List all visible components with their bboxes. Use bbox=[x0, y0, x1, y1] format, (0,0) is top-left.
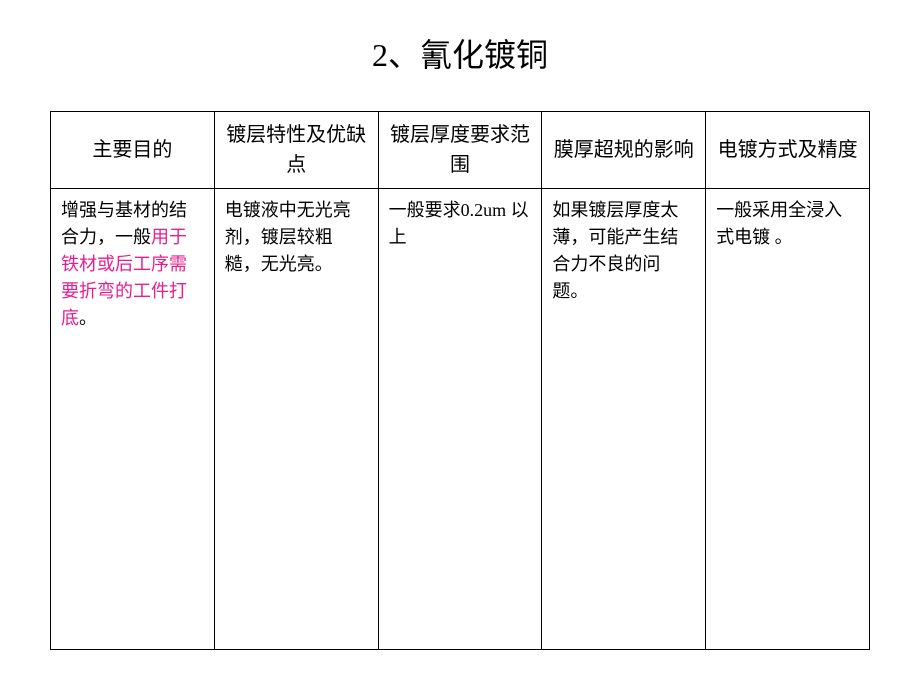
cell-0-4-text: 一般采用全浸入式电镀 。 bbox=[716, 200, 842, 247]
table-header-row: 主要目的 镀层特性及优缺点 镀层厚度要求范围 膜厚超规的影响 电镀方式及精度 bbox=[51, 112, 870, 189]
cell-0-1-text: 电镀液中无光亮剂，镀层较粗糙，无光亮。 bbox=[225, 200, 351, 274]
cell-0-0-part3: 。 bbox=[79, 308, 97, 328]
slide-container: 2、氰化镀铜 主要目的 镀层特性及优缺点 镀层厚度要求范围 膜厚超规的影响 电镀… bbox=[0, 0, 920, 690]
header-col-4: 电镀方式及精度 bbox=[706, 112, 870, 189]
header-col-3: 膜厚超规的影响 bbox=[542, 112, 706, 189]
content-table: 主要目的 镀层特性及优缺点 镀层厚度要求范围 膜厚超规的影响 电镀方式及精度 增… bbox=[50, 111, 870, 650]
cell-0-2-text: 一般要求0.2um 以上 bbox=[389, 200, 529, 247]
cell-0-4: 一般采用全浸入式电镀 。 bbox=[706, 189, 870, 650]
header-col-0: 主要目的 bbox=[51, 112, 215, 189]
header-col-1: 镀层特性及优缺点 bbox=[214, 112, 378, 189]
cell-0-3-text: 如果镀层厚度太薄，可能产生结合力不良的问题。 bbox=[552, 200, 678, 301]
cell-0-1: 电镀液中无光亮剂，镀层较粗糙，无光亮。 bbox=[214, 189, 378, 650]
header-col-2: 镀层厚度要求范围 bbox=[378, 112, 542, 189]
table-wrapper: 主要目的 镀层特性及优缺点 镀层厚度要求范围 膜厚超规的影响 电镀方式及精度 增… bbox=[50, 111, 870, 650]
cell-0-2: 一般要求0.2um 以上 bbox=[378, 189, 542, 650]
cell-0-0: 增强与基材的结合力，一般用于铁材或后工序需要折弯的工件打底。 bbox=[51, 189, 215, 650]
table-row: 增强与基材的结合力，一般用于铁材或后工序需要折弯的工件打底。 电镀液中无光亮剂，… bbox=[51, 189, 870, 650]
slide-title: 2、氰化镀铜 bbox=[50, 30, 870, 76]
cell-0-3: 如果镀层厚度太薄，可能产生结合力不良的问题。 bbox=[542, 189, 706, 650]
